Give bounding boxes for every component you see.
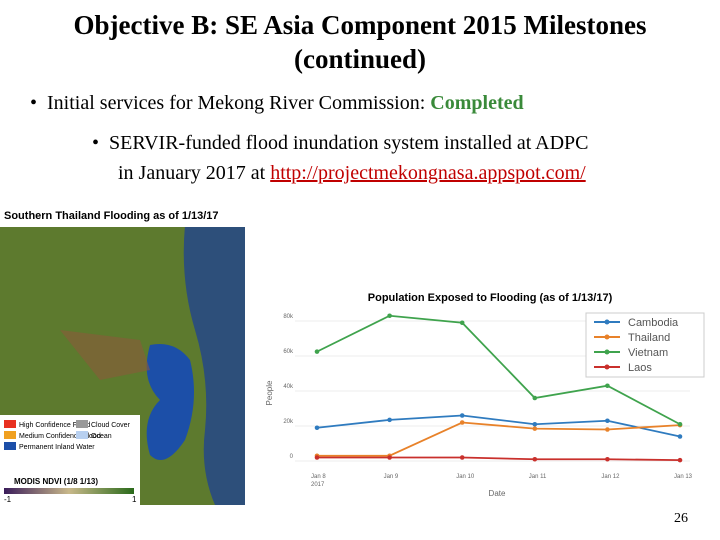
x-tick-label: Jan 10: [456, 474, 475, 480]
y-tick-label: 40k: [283, 384, 294, 390]
point: [532, 421, 538, 427]
point: [387, 313, 392, 319]
bullet-text: Initial services for Mekong River Commis…: [47, 92, 431, 114]
ndvi-label: MODIS NDVI (1/8 1/13): [14, 477, 98, 486]
bullet: • Initial services for Mekong River Comm…: [30, 92, 524, 114]
bullet-text: SERVIR-funded flood inundation system in…: [109, 132, 589, 154]
legend-swatch: [4, 442, 16, 450]
point: [605, 456, 610, 462]
title: Objective B: SE Asia Component 2015 Mile…: [0, 8, 720, 76]
map-water: [146, 344, 194, 460]
sub-bullet: • SERVIR-funded flood inundation system …: [92, 132, 589, 184]
legend-label: Thailand: [628, 332, 670, 344]
point: [532, 426, 538, 431]
point: [314, 455, 320, 460]
line: [316, 414, 681, 438]
legend-label: Cloud Cover: [91, 422, 131, 429]
point: [387, 417, 392, 423]
legend-label: High Confidence Flood: [19, 422, 90, 429]
bullet-text: in January 2017 at: [118, 162, 271, 184]
page-number: 26: [674, 511, 688, 526]
legend-label: Cambodia: [628, 317, 679, 329]
point: [677, 434, 683, 439]
line: [317, 456, 681, 462]
point: [387, 455, 392, 460]
status: Completed: [430, 92, 524, 114]
line: [317, 421, 681, 457]
y-tick-label: 60k: [283, 349, 294, 355]
map: Southern Thailand Flooding as of 1/13/17…: [0, 205, 245, 505]
point: [677, 457, 683, 463]
x-tick-label: Jan 8: [311, 474, 326, 480]
x-tick-label: Jan 9: [384, 474, 399, 480]
legend-swatch: [4, 420, 16, 428]
map-flood: [60, 330, 150, 380]
ndvi-bar: [4, 488, 134, 494]
point: [314, 349, 320, 354]
x-tick-label: Jan 13: [674, 474, 693, 480]
point: [605, 418, 610, 424]
legend-swatch: [76, 431, 88, 439]
ndvi-min: -1: [4, 495, 12, 504]
y-tick-label: 80k: [283, 314, 294, 320]
x-axis-label: Date: [489, 489, 506, 498]
legend-dot: [604, 319, 610, 325]
legend-dot: [604, 364, 610, 370]
legend-label: Medium Confidence Flood: [19, 433, 101, 440]
line: [316, 314, 681, 426]
point: [459, 413, 465, 418]
title-line: (continued): [293, 44, 426, 74]
point: [677, 421, 683, 427]
point: [314, 425, 320, 431]
point: [459, 320, 465, 326]
legend-label: Permanent Inland Water: [19, 444, 95, 451]
map-sea: [183, 225, 245, 505]
point: [605, 383, 610, 389]
point: [532, 456, 538, 462]
y-tick-label: 0: [290, 454, 294, 460]
legend-label: Ocean: [91, 433, 112, 440]
legend-label: Vietnam: [628, 347, 668, 359]
map-title: Southern Thailand Flooding as of 1/13/17: [4, 210, 219, 222]
legend-dot: [604, 349, 610, 355]
title-line: Objective B: SE Asia Component 2015 Mile…: [73, 10, 647, 40]
y-axis-label: People: [265, 380, 274, 405]
y-tick-label: 20k: [283, 419, 294, 425]
ndvi-max: 1: [132, 495, 137, 504]
chart-title: Population Exposed to Flooding (as of 1/…: [368, 292, 613, 304]
year-label: 2017: [311, 482, 325, 488]
legend-swatch: [76, 420, 88, 428]
x-tick-label: Jan 11: [529, 474, 547, 480]
point: [459, 420, 465, 425]
legend-dot: [604, 334, 610, 340]
x-tick-label: Jan 12: [601, 474, 620, 480]
point: [605, 427, 610, 432]
point: [532, 395, 538, 401]
map-title-bg: [0, 205, 245, 227]
legend-swatch: [4, 431, 16, 439]
legend-label: Laos: [628, 362, 652, 374]
link[interactable]: http://projectmekongnasa.appspot.com/: [270, 162, 586, 184]
point: [459, 455, 465, 460]
